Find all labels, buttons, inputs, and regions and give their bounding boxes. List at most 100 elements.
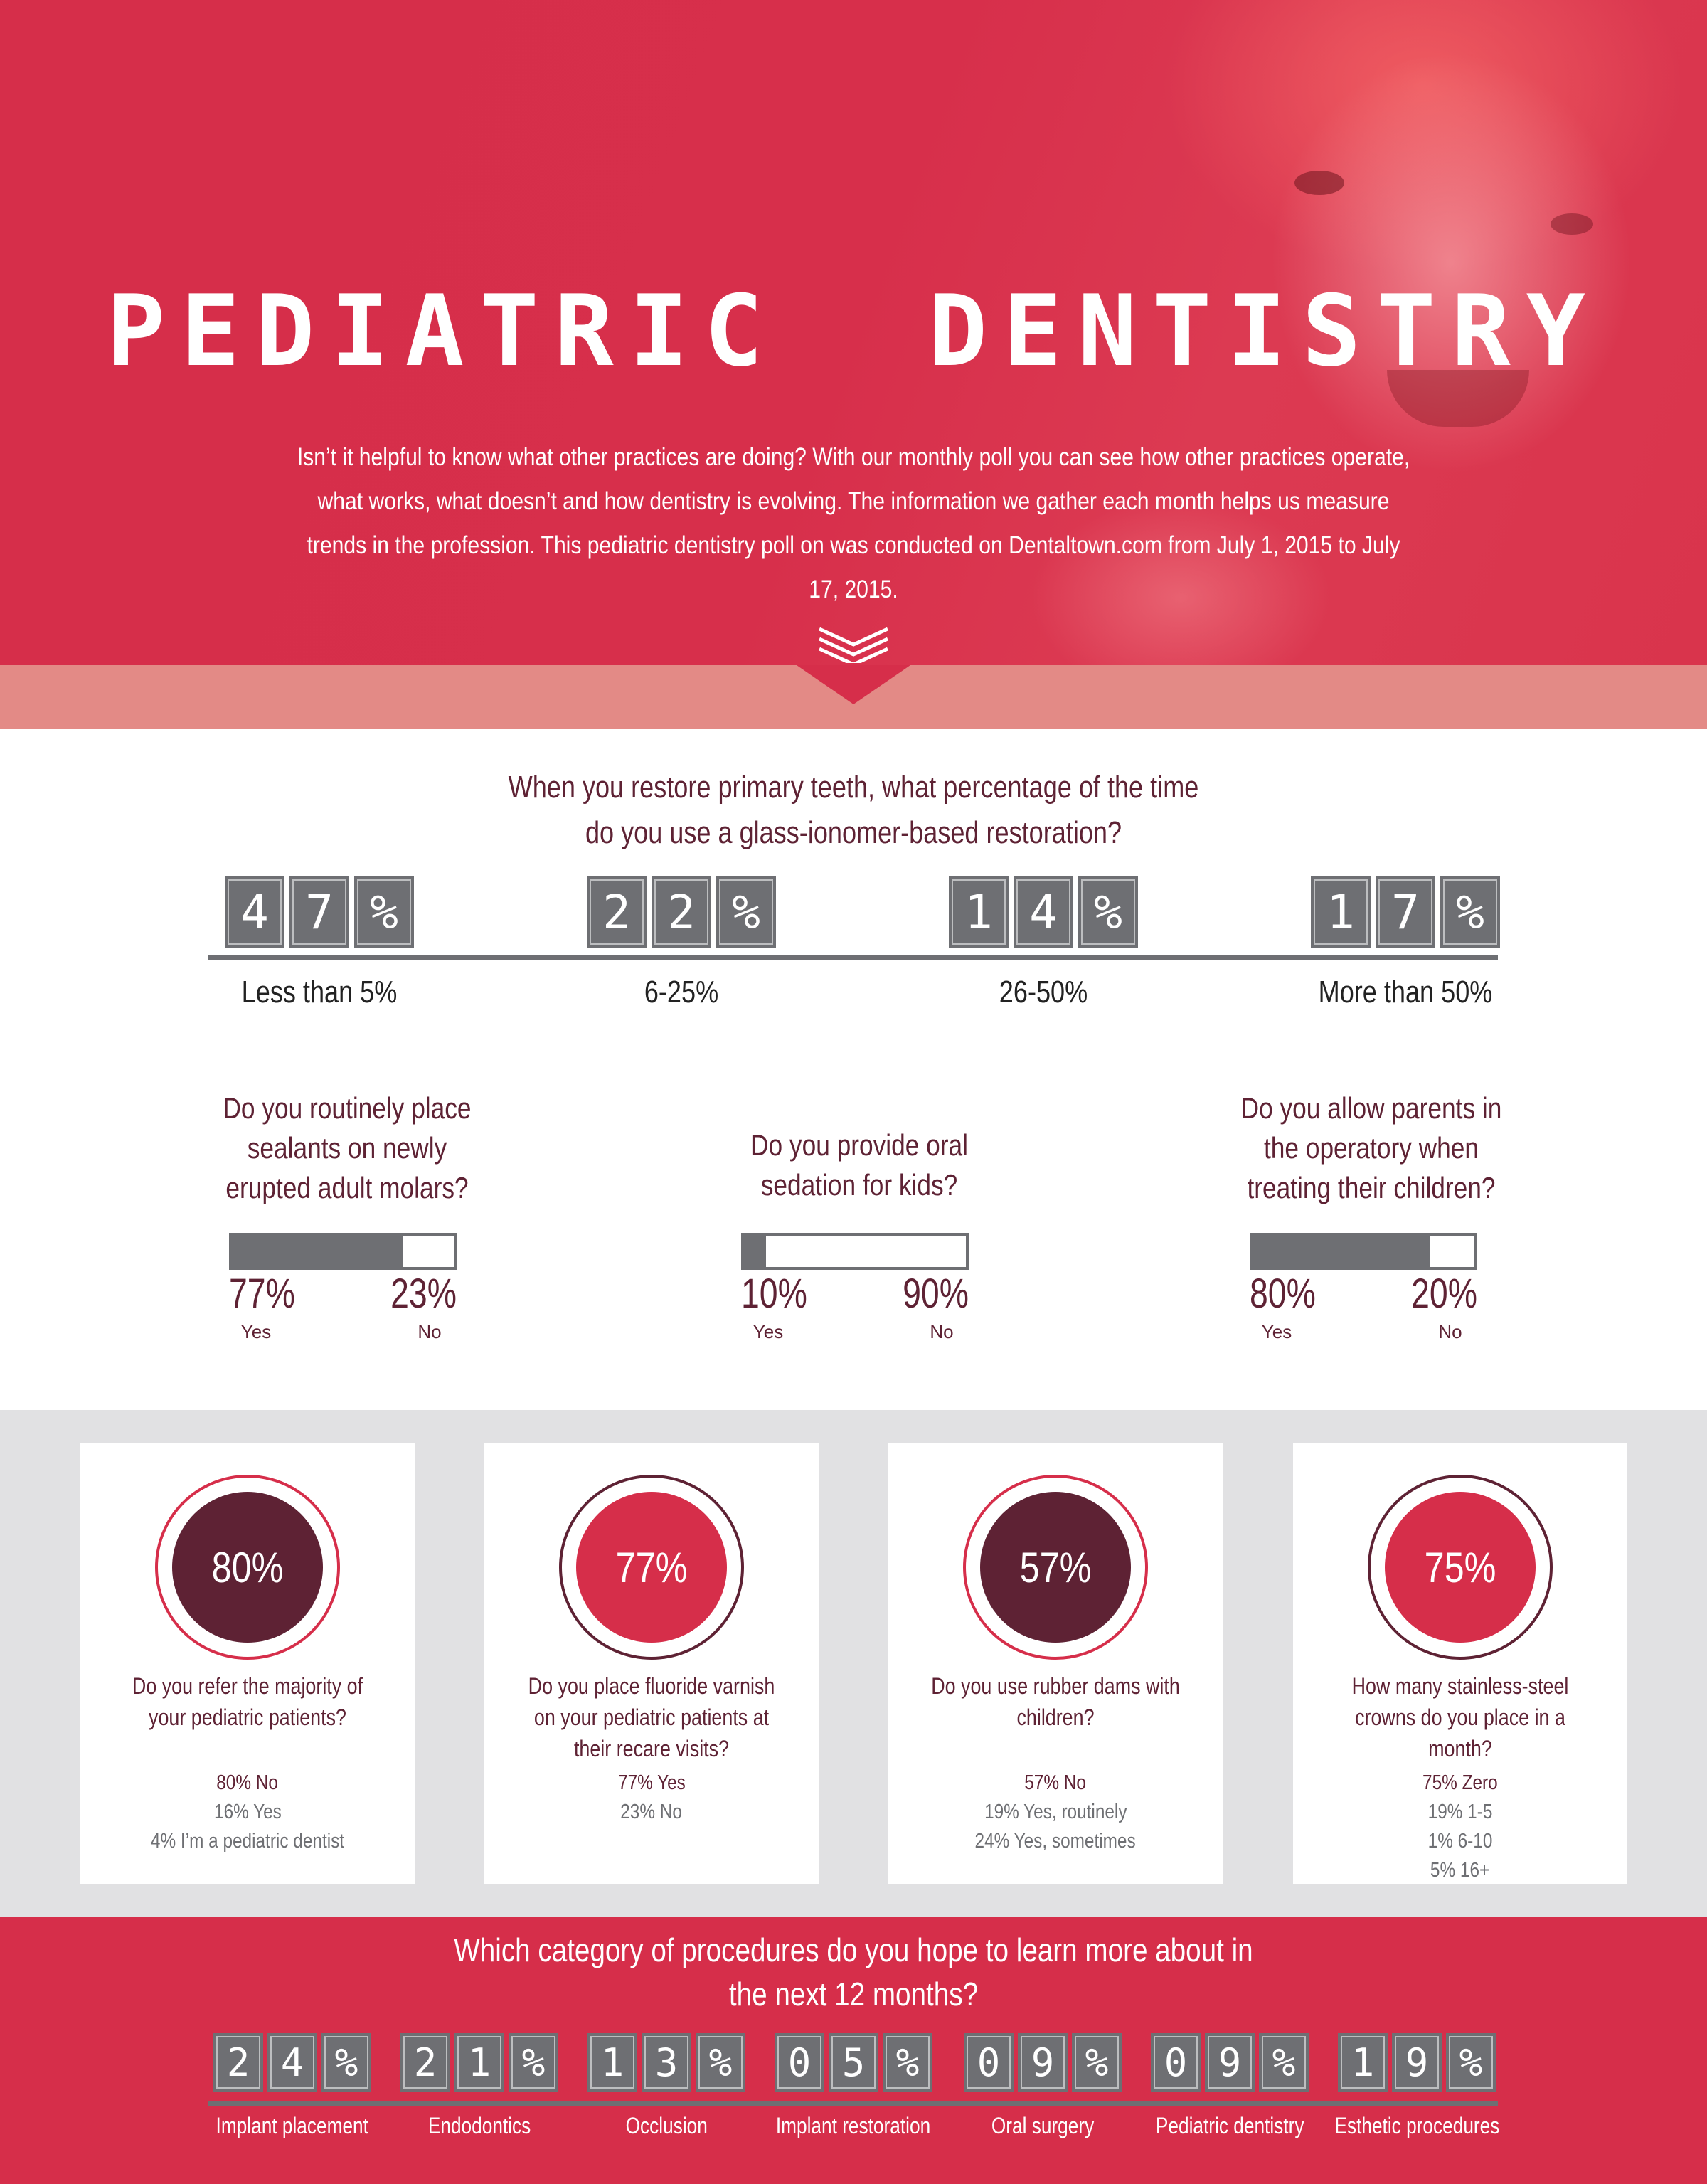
answer-row: 23% No <box>620 1801 683 1823</box>
digit-tile: 7 <box>289 876 349 948</box>
category-label: Esthetic procedures <box>1334 2113 1499 2138</box>
digit-tile: 1 <box>454 2033 504 2092</box>
headline-percent: 77% <box>615 1543 688 1591</box>
percent-disc: 57% <box>980 1492 1131 1643</box>
percent-disc: 77% <box>576 1492 727 1643</box>
question-glass-ionomer: When you restore primary teeth, what per… <box>508 770 1199 850</box>
answer-row: 24% Yes, sometimes <box>974 1830 1137 1852</box>
digit-tile: 1 <box>587 2033 637 2092</box>
digit-tile: 2 <box>213 2033 263 2092</box>
yes-no-bar <box>229 1233 457 1270</box>
digit-tile: % <box>1446 2033 1496 2092</box>
answer-row: 19% Yes, routinely <box>984 1801 1127 1823</box>
answer-row: 4% I’m a pediatric dentist <box>150 1830 345 1852</box>
chevron-down-icon <box>818 627 889 663</box>
no-label: No <box>418 1321 442 1342</box>
hero-banner <box>0 0 1707 665</box>
card-question: Do you place fluoride varnish on your pe… <box>528 1673 775 1761</box>
yes-percent: 77% <box>229 1271 295 1317</box>
percent-value: 2 4% <box>213 2033 371 2092</box>
headline-percent: 57% <box>1019 1543 1092 1591</box>
baseline-rule <box>208 2101 1498 2106</box>
digit-tile: % <box>1078 876 1138 948</box>
yes-percent: 10% <box>741 1271 807 1317</box>
no-percent: 90% <box>903 1271 969 1317</box>
category-label: Pediatric dentistry <box>1155 2113 1304 2138</box>
yes-label: Yes <box>1261 1321 1292 1342</box>
poll-card: 80% Do you refer the majority of your ped… <box>80 1443 415 1884</box>
category-label: 6-25% <box>644 975 719 1009</box>
percent-value: 2 2% <box>587 876 776 948</box>
answer-list: 80% No 16% Yes 4% I’m a pediatric dentist <box>80 1771 415 1859</box>
digit-tile: % <box>354 876 414 948</box>
child-photo-eye <box>1551 213 1593 235</box>
poll-card: 57% Do you use rubber dams with children?… <box>888 1443 1223 1884</box>
digit-tile: 2 <box>400 2033 450 2092</box>
no-percent: 20% <box>1411 1271 1477 1317</box>
yes-label: Yes <box>240 1321 272 1342</box>
answer-list: 77% Yes 23% No <box>484 1771 819 1830</box>
digit-tile: 1 <box>1311 876 1371 948</box>
digit-tile: % <box>883 2033 932 2092</box>
yes-no-bar <box>1250 1233 1477 1270</box>
digit-tile: 4 <box>225 876 284 948</box>
percent-value: 0 9% <box>1151 2033 1309 2092</box>
digit-tile: 0 <box>1151 2033 1201 2092</box>
percent-value: 2 1% <box>400 2033 558 2092</box>
digit-tile: 5 <box>829 2033 878 2092</box>
answer-row: 77% Yes <box>617 1771 686 1794</box>
yes-bar-fill <box>232 1236 403 1267</box>
digit-tile: 9 <box>1205 2033 1255 2092</box>
baseline-rule <box>208 955 1498 960</box>
digit-tile: 0 <box>775 2033 824 2092</box>
percent-value: 4 7% <box>225 876 414 948</box>
no-label: No <box>1438 1321 1462 1342</box>
percent-value: 1 9% <box>1338 2033 1496 2092</box>
answer-row: 16% Yes <box>213 1801 282 1823</box>
yes-no-bar <box>741 1233 969 1270</box>
answer-row: 75% Zero <box>1422 1771 1498 1794</box>
category-label: Implant placement <box>216 2113 369 2138</box>
digit-tile: % <box>1072 2033 1122 2092</box>
digit-tile: 9 <box>1018 2033 1068 2092</box>
digit-tile: % <box>1259 2033 1309 2092</box>
digit-tile: 4 <box>267 2033 317 2092</box>
yes-percent: 80% <box>1250 1271 1316 1317</box>
category-label: 26-50% <box>999 975 1088 1009</box>
percent-value: 1 3% <box>587 2033 745 2092</box>
card-question: Do you refer the majority of your pediat… <box>132 1673 363 1730</box>
intro-paragraph: Isn’t it helpful to know what other prac… <box>297 443 1410 603</box>
band-notch <box>797 665 910 704</box>
percent-ring: 80% <box>155 1475 340 1660</box>
question-procedures: Which category of procedures do you hope… <box>454 1931 1253 2013</box>
digit-tile: 2 <box>652 876 711 948</box>
category-label: Oral surgery <box>991 2113 1095 2138</box>
child-photo <box>782 0 1707 665</box>
percent-disc: 75% <box>1385 1492 1536 1643</box>
yes-bar-fill <box>1253 1236 1430 1267</box>
digit-tile: 1 <box>1338 2033 1388 2092</box>
category-label: Less than 5% <box>241 975 398 1009</box>
percent-value: 0 9% <box>964 2033 1122 2092</box>
category-label: Occlusion <box>625 2113 708 2138</box>
digit-tile: 7 <box>1376 876 1435 948</box>
digit-tile: % <box>509 2033 558 2092</box>
percent-ring: 57% <box>963 1475 1148 1660</box>
child-photo-eye <box>1294 171 1344 195</box>
percent-value: 0 5% <box>775 2033 932 2092</box>
digit-tile: 0 <box>964 2033 1014 2092</box>
question-oral-sedation: Do you provide oral sedation for kids? <box>750 1128 968 1202</box>
page-title: PEDIATRIC DENTISTRY <box>106 274 1601 388</box>
card-question: Do you use rubber dams with children? <box>931 1673 1180 1730</box>
percent-disc: 80% <box>172 1492 323 1643</box>
answer-row: 19% 1-5 <box>1427 1801 1493 1823</box>
digit-tile: 1 <box>949 876 1009 948</box>
no-percent: 23% <box>390 1271 457 1317</box>
question-sealants: Do you routinely place sealants on newly… <box>223 1091 472 1204</box>
category-label: Implant restoration <box>776 2113 931 2138</box>
percent-ring: 75% <box>1368 1475 1553 1660</box>
question-parents-operatory: Do you allow parents in the operatory wh… <box>1240 1091 1502 1204</box>
answer-row: 1% 6-10 <box>1427 1830 1493 1852</box>
answer-row: 5% 16+ <box>1430 1859 1490 1882</box>
yes-label: Yes <box>753 1321 784 1342</box>
